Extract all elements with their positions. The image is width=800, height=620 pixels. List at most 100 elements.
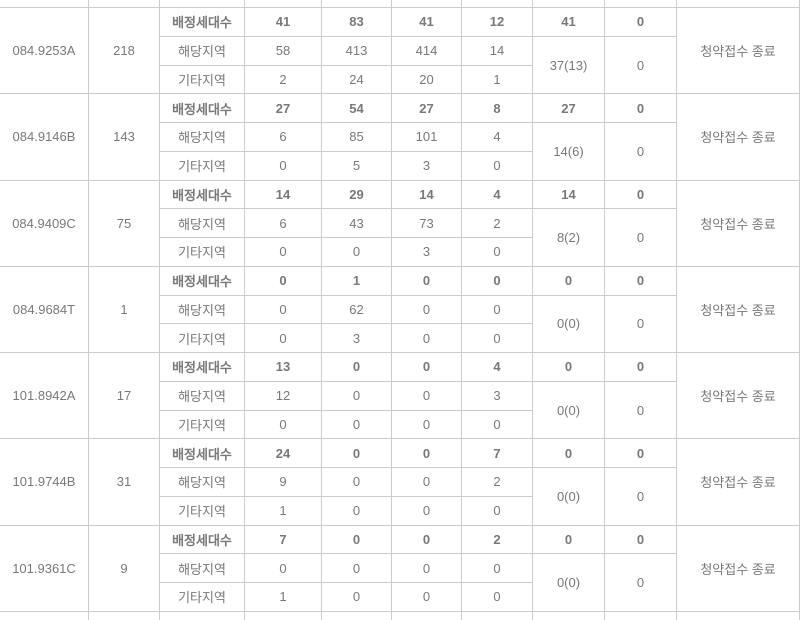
empty-cell (321, 0, 392, 8)
value-cell: 0 (532, 438, 605, 468)
table-row-local: 해당지역 0 0 0 0 0(0) 0 (0, 553, 800, 612)
value-cell: 24 (321, 64, 392, 95)
table-row-other: 기타지역 0 5 3 0 (0, 150, 800, 181)
value-cell: 0 (391, 409, 462, 440)
empty-cell (88, 0, 160, 8)
value-cell: 43 (321, 208, 392, 238)
value-cell: 7 (461, 438, 533, 468)
value-cell: 0 (244, 150, 322, 181)
row-label-local: 해당지역 (159, 208, 245, 238)
value-cell: 0 (391, 438, 462, 468)
merged-result-cell: 0 (604, 294, 677, 353)
row-label-other: 기타지역 (159, 323, 245, 353)
empty-cell (676, 610, 800, 620)
value-cell: 27 (391, 93, 462, 123)
row-label-local: 해당지역 (159, 294, 245, 325)
value-cell: 0 (461, 294, 533, 325)
table-row-assigned: 084.9684T 1 배정세대수 0 1 0 0 0 0 청약접수 종료 (0, 265, 800, 354)
value-cell: 24 (244, 438, 322, 468)
value-cell: 0 (391, 524, 462, 555)
row-label-assigned: 배정세대수 (159, 265, 245, 296)
value-cell: 0 (321, 438, 392, 468)
supply-total: 75 (88, 179, 160, 267)
value-cell: 0 (391, 582, 462, 612)
empty-cell (0, 610, 89, 620)
table-row-local: 해당지역 6 43 73 2 8(2) 0 (0, 208, 800, 267)
status-cell: 청약접수 종료 (676, 438, 800, 526)
value-cell: 41 (244, 7, 322, 37)
merged-result-cell: 0 (604, 380, 677, 440)
value-cell: 0 (461, 553, 533, 583)
value-cell: 3 (391, 150, 462, 181)
empty-cell (532, 610, 605, 620)
cropped-row-bottom (0, 610, 800, 620)
value-cell: 0 (604, 179, 677, 210)
value-cell: 0 (461, 495, 533, 526)
value-cell: 0 (244, 409, 322, 440)
value-cell: 1 (461, 64, 533, 95)
value-cell: 0 (391, 380, 462, 411)
merged-result-cell: 0 (604, 553, 677, 612)
empty-cell (532, 0, 605, 8)
status-cell: 청약접수 종료 (676, 524, 800, 612)
value-cell: 85 (321, 122, 392, 152)
row-label-other: 기타지역 (159, 64, 245, 95)
unit-type-code: 101.8942A (0, 351, 89, 440)
empty-cell (461, 610, 533, 620)
status-cell: 청약접수 종료 (676, 265, 800, 354)
value-cell: 0 (461, 323, 533, 353)
row-label-local: 해당지역 (159, 553, 245, 583)
table-row-assigned: 101.9744B 31 배정세대수 24 0 0 7 0 0 청약접수 종료 (0, 438, 800, 526)
status-cell: 청약접수 종료 (676, 351, 800, 440)
row-label-assigned: 배정세대수 (159, 93, 245, 123)
merged-result-cell: 0(0) (532, 553, 605, 612)
value-cell: 0 (321, 352, 392, 382)
row-label-assigned: 배정세대수 (159, 352, 245, 382)
value-cell: 4 (461, 122, 533, 152)
row-label-local: 해당지역 (159, 122, 245, 152)
value-cell: 0 (391, 553, 462, 583)
table-row-local: 해당지역 9 0 0 2 0(0) 0 (0, 467, 800, 526)
value-cell: 1 (321, 265, 392, 296)
value-cell: 0 (321, 524, 392, 555)
value-cell: 0 (321, 409, 392, 440)
value-cell: 0 (321, 553, 392, 583)
table-row-local: 해당지역 58 413 414 14 37(13) 0 (0, 35, 800, 95)
value-cell: 5 (321, 150, 392, 181)
value-cell: 27 (532, 93, 605, 123)
supply-total: 218 (88, 6, 160, 95)
value-cell: 0 (461, 237, 533, 267)
value-cell: 14 (391, 179, 462, 210)
empty-cell (159, 0, 245, 8)
supply-total: 1 (88, 265, 160, 354)
table-row-local: 해당지역 12 0 0 3 0(0) 0 (0, 380, 800, 440)
value-cell: 0 (321, 237, 392, 267)
value-cell: 0 (244, 265, 322, 296)
value-cell: 58 (244, 35, 322, 66)
row-label-other: 기타지역 (159, 409, 245, 440)
supply-total: 143 (88, 93, 160, 181)
empty-cell (88, 610, 160, 620)
empty-cell (604, 610, 677, 620)
value-cell: 414 (391, 35, 462, 66)
unit-type-code: 084.9684T (0, 265, 89, 354)
table-row-other: 기타지역 1 0 0 0 (0, 495, 800, 526)
row-label-local: 해당지역 (159, 467, 245, 497)
merged-result-cell: 0(0) (532, 294, 605, 353)
value-cell: 41 (391, 7, 462, 37)
empty-cell (244, 610, 322, 620)
empty-cell (676, 0, 800, 8)
value-cell: 0 (321, 467, 392, 497)
value-cell: 0 (391, 294, 462, 325)
row-label-local: 해당지역 (159, 35, 245, 66)
value-cell: 0 (604, 352, 677, 382)
row-label-other: 기타지역 (159, 582, 245, 612)
merged-result-cell: 0 (604, 467, 677, 526)
value-cell: 27 (244, 93, 322, 123)
value-cell: 0 (391, 265, 462, 296)
unit-type-code: 084.9146B (0, 93, 89, 181)
value-cell: 29 (321, 179, 392, 210)
value-cell: 12 (244, 380, 322, 411)
value-cell: 6 (244, 208, 322, 238)
value-cell: 1 (244, 582, 322, 612)
